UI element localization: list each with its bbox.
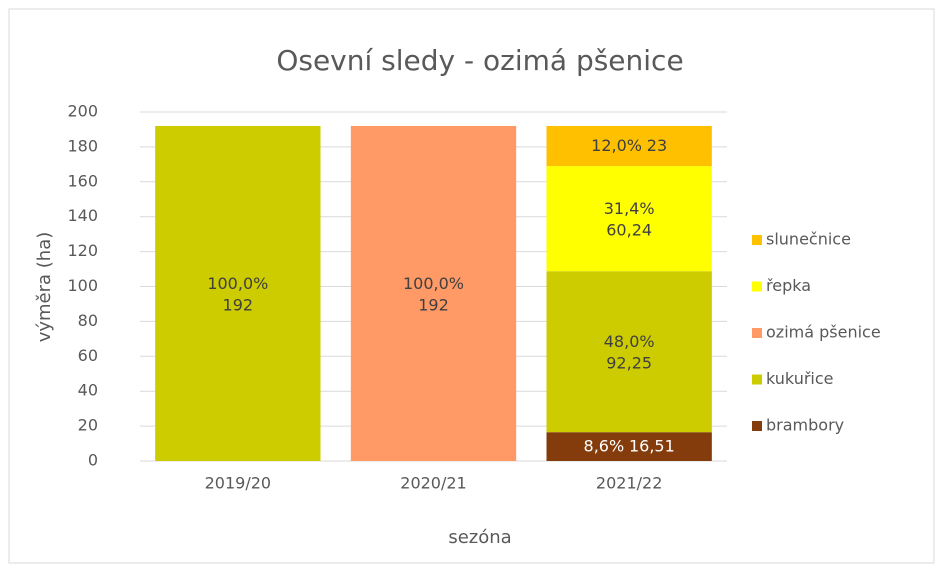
y-tick-label: 140 bbox=[67, 206, 98, 225]
percent-label: 100,0% bbox=[207, 273, 268, 292]
y-tick-label: 0 bbox=[88, 451, 98, 470]
percent-label: 48,0% bbox=[604, 332, 655, 351]
value-label: 192 bbox=[223, 295, 254, 314]
bar-segment bbox=[350, 125, 517, 462]
y-axis-title: výměra (ha) bbox=[34, 232, 55, 343]
y-tick-label: 40 bbox=[78, 381, 98, 400]
legend-label: slunečnice bbox=[766, 230, 851, 249]
data-label: 48,0% 92,25 bbox=[604, 332, 655, 373]
legend-swatch bbox=[752, 374, 762, 385]
value-label: 16,51 bbox=[629, 436, 675, 455]
bar-segment bbox=[546, 166, 712, 272]
bar-segment bbox=[546, 432, 712, 461]
bar-segment bbox=[155, 125, 321, 462]
legend-label: brambory bbox=[766, 416, 844, 435]
x-tick-label: 2021/22 bbox=[596, 474, 662, 493]
x-tick-label: 2019/20 bbox=[205, 474, 271, 493]
x-axis-title: sezóna bbox=[448, 527, 511, 548]
value-label: 192 bbox=[418, 295, 449, 314]
bar-segment bbox=[546, 125, 712, 167]
data-label: 100,0% 192 bbox=[207, 273, 268, 314]
y-tick-label: 60 bbox=[78, 346, 98, 365]
value-label: 92,25 bbox=[606, 353, 652, 372]
y-tick-label: 20 bbox=[78, 416, 98, 435]
y-tick-label: 180 bbox=[67, 136, 98, 155]
bar-segment bbox=[546, 271, 712, 433]
legend-swatch bbox=[752, 235, 762, 245]
value-label: 60,24 bbox=[606, 220, 652, 239]
percent-label: 100,0% bbox=[403, 273, 464, 292]
legend-swatch bbox=[752, 328, 762, 338]
chart-title: Osevní sledy - ozimá pšenice bbox=[276, 44, 683, 77]
data-label: 12,0% 23 bbox=[591, 136, 667, 155]
y-tick-label: 160 bbox=[67, 171, 98, 190]
legend-label: kukuřice bbox=[766, 369, 834, 388]
y-tick-label: 80 bbox=[78, 311, 98, 330]
legend-swatch bbox=[752, 281, 762, 292]
data-label: 31,4% 60,24 bbox=[604, 199, 655, 240]
value-label: 23 bbox=[647, 136, 667, 155]
percent-label: 31,4% bbox=[604, 199, 655, 218]
y-tick-label: 200 bbox=[67, 102, 98, 121]
x-tick-label: 2020/21 bbox=[400, 474, 466, 493]
percent-label: 12,0% bbox=[591, 136, 642, 155]
y-tick-label: 120 bbox=[67, 241, 98, 260]
legend-label: ozimá pšenice bbox=[766, 323, 881, 342]
data-label: 8,6% 16,51 bbox=[584, 436, 675, 455]
y-tick-label: 100 bbox=[67, 276, 98, 295]
percent-label: 8,6% bbox=[584, 436, 625, 455]
data-label: 100,0% 192 bbox=[403, 273, 464, 314]
legend-swatch bbox=[752, 421, 762, 431]
legend-label: řepka bbox=[766, 276, 811, 295]
